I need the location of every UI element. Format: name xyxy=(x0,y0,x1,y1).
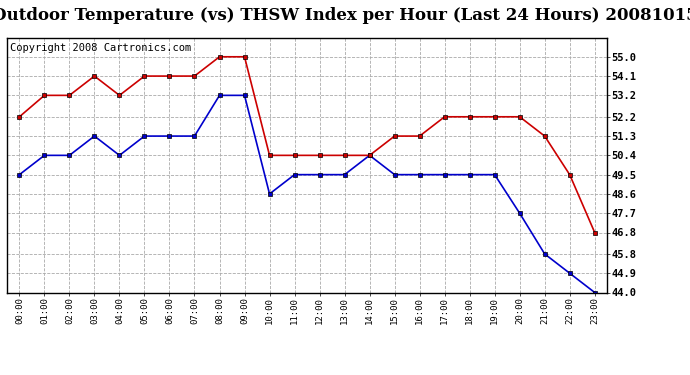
Text: Outdoor Temperature (vs) THSW Index per Hour (Last 24 Hours) 20081015: Outdoor Temperature (vs) THSW Index per … xyxy=(0,8,690,24)
Text: Copyright 2008 Cartronics.com: Copyright 2008 Cartronics.com xyxy=(10,43,191,52)
